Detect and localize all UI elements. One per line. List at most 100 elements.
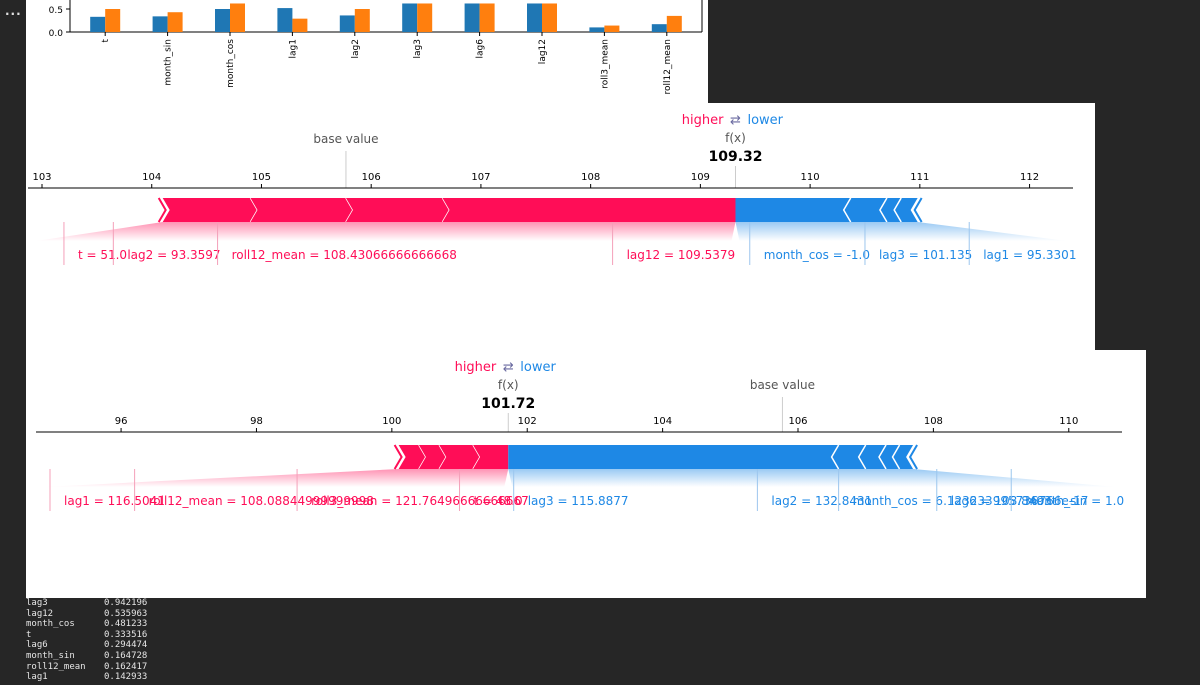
force-tick-label: 103 bbox=[32, 172, 51, 183]
bar bbox=[277, 8, 293, 32]
output-row: t 0.333516 bbox=[26, 630, 326, 641]
force-tick-label: 106 bbox=[788, 416, 807, 427]
force-plot-1: higher ⇄ lower f(x) 109.32 base value 103 104 10… bbox=[26, 103, 1095, 350]
legend-lower: lower bbox=[747, 113, 783, 128]
output-row: lag6 0.294474 bbox=[26, 640, 326, 651]
feature-label: lag6 = 108.8493 bbox=[951, 494, 1052, 508]
feature-label: lag1 = 95.3301 bbox=[983, 248, 1076, 262]
x-tick-label: month_sin bbox=[164, 39, 174, 86]
force-tick-label: 104 bbox=[653, 416, 672, 427]
x-tick-label: lag12 bbox=[538, 39, 548, 64]
feature-label: t = 48.0 bbox=[474, 494, 523, 508]
force-segment-negative bbox=[858, 445, 886, 469]
feature-label: lag3 = 101.135 bbox=[879, 248, 972, 262]
force-segment-negative bbox=[831, 445, 866, 469]
output-feature-value: 0.333516 bbox=[104, 629, 148, 640]
feature-label: roll12_mean = 108.08844999999998 bbox=[149, 494, 374, 508]
fx-label: f(x) bbox=[725, 131, 746, 145]
feature-label: lag2 = 132.8431 bbox=[771, 494, 872, 508]
feature-label: lag2 = 93.3597 bbox=[127, 248, 220, 262]
negative-shade bbox=[735, 222, 1067, 241]
bar bbox=[417, 3, 433, 33]
force-segment-positive bbox=[345, 198, 450, 222]
legend-arrow-icon: ⇄ bbox=[730, 113, 741, 128]
force-tick-label: 108 bbox=[924, 416, 943, 427]
output-feature-name: month_cos bbox=[26, 619, 75, 630]
segment-divider bbox=[893, 197, 902, 223]
force-segment-positive bbox=[398, 445, 426, 469]
output-row: lag12 0.535963 bbox=[26, 609, 326, 620]
feature-label: lag12 = 109.5379 bbox=[627, 248, 736, 262]
bar bbox=[105, 9, 121, 32]
force-tick-label: 106 bbox=[362, 172, 381, 183]
force-segment-positive bbox=[250, 198, 353, 222]
legend-higher: higher bbox=[682, 113, 724, 128]
force-tick-label: 104 bbox=[142, 172, 161, 183]
y-tick-label: 0.0 bbox=[49, 29, 64, 39]
output-feature-value: 0.942196 bbox=[104, 598, 148, 608]
output-feature-value: 0.164728 bbox=[104, 650, 148, 661]
feature-label: roll3_mean = 121.76496666666667 bbox=[311, 494, 529, 508]
legend-higher: higher bbox=[455, 360, 497, 375]
bar bbox=[604, 25, 620, 32]
force-tick-label: 110 bbox=[1059, 416, 1078, 427]
x-tick-label: roll3_mean bbox=[600, 39, 610, 89]
base-value-label: base value bbox=[313, 132, 378, 146]
force-segment-negative bbox=[892, 445, 914, 469]
negative-shade bbox=[508, 469, 1116, 487]
output-feature-name: lag6 bbox=[26, 640, 48, 651]
force-tick-label: 105 bbox=[252, 172, 271, 183]
x-tick-label: t bbox=[101, 39, 111, 43]
bar bbox=[152, 16, 168, 32]
force-tick-label: 96 bbox=[115, 416, 128, 427]
feature-label: roll12_mean = 108.43066666666668 bbox=[232, 248, 457, 262]
force-segment-negative bbox=[879, 198, 902, 222]
feature-label: month_sin = 1.0 bbox=[1025, 494, 1124, 508]
feature-label: month_cos = 6.123233995736766e-17 bbox=[853, 494, 1089, 508]
bar bbox=[167, 12, 183, 32]
force-tick-label: 102 bbox=[518, 416, 537, 427]
feature-importance-output: lag3 0.942196 lag12 0.535963 month_cos 0.4812… bbox=[26, 598, 326, 685]
bar bbox=[651, 24, 667, 32]
bar bbox=[479, 3, 495, 33]
bar bbox=[230, 3, 245, 33]
segment-start-chevron bbox=[393, 444, 403, 470]
output-feature-name: month_sin bbox=[26, 650, 75, 661]
bar bbox=[292, 18, 308, 32]
output-feature-name: lag12 bbox=[26, 608, 54, 619]
output-feature-value: 0.162417 bbox=[104, 661, 148, 672]
positive-shade bbox=[36, 222, 736, 241]
x-tick-label: lag1 bbox=[288, 39, 298, 58]
output-feature-value: 0.535963 bbox=[104, 608, 148, 619]
x-tick-label: roll12_mean bbox=[663, 39, 673, 95]
base-value-label: base value bbox=[750, 378, 815, 392]
x-tick-label: month_cos bbox=[226, 39, 236, 88]
force-tick-label: 110 bbox=[801, 172, 820, 183]
cell-more-button[interactable]: ... bbox=[5, 4, 22, 18]
segment-divider bbox=[879, 197, 888, 223]
force-segment-negative bbox=[735, 198, 851, 222]
segment-end-chevron bbox=[908, 444, 918, 470]
force-segment-negative bbox=[879, 445, 900, 469]
force-segment-positive bbox=[162, 198, 258, 222]
force-tick-label: 109 bbox=[691, 172, 710, 183]
positive-shade bbox=[44, 469, 509, 487]
segment-divider bbox=[878, 444, 887, 470]
fx-value: 101.72 bbox=[481, 396, 535, 412]
segment-start-chevron bbox=[157, 197, 167, 223]
output-row: roll12_mean 0.162417 bbox=[26, 662, 326, 673]
bar bbox=[527, 3, 542, 33]
output-row: lag3 0.942196 bbox=[26, 598, 326, 609]
output-feature-name: roll12_mean bbox=[26, 661, 86, 672]
segment-end-chevron bbox=[913, 197, 923, 223]
force-tick-label: 111 bbox=[910, 172, 929, 183]
force-segment-positive bbox=[473, 445, 509, 469]
force-tick-label: 98 bbox=[250, 416, 263, 427]
x-tick-label: lag6 bbox=[476, 39, 486, 59]
segment-divider bbox=[891, 444, 901, 470]
force-segment-positive bbox=[418, 445, 447, 469]
bar bbox=[464, 3, 480, 33]
force-segment-positive bbox=[439, 445, 481, 469]
